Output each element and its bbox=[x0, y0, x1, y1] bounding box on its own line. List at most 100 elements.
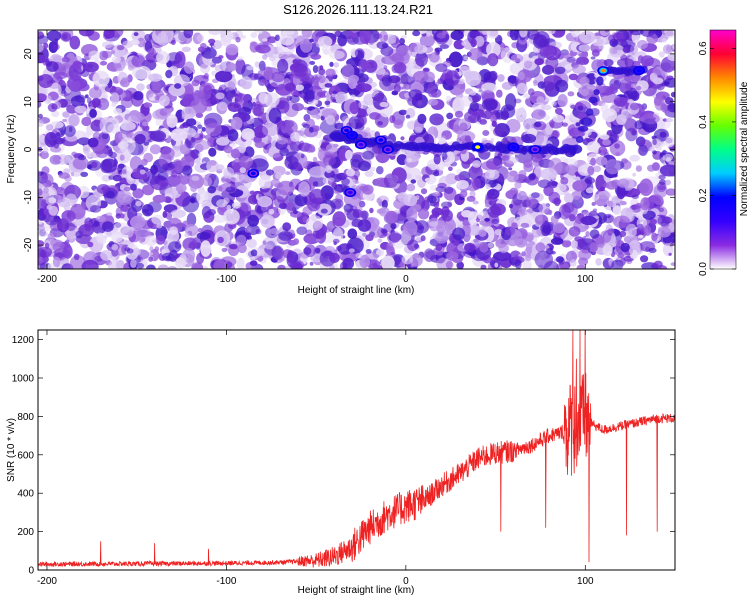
spectrogram-cell bbox=[70, 171, 75, 177]
spectrogram-cell bbox=[444, 70, 460, 87]
spectrogram-cell bbox=[257, 196, 273, 208]
spectrogram-cell bbox=[38, 74, 54, 88]
spectrogram-cell bbox=[308, 166, 327, 178]
spectrogram-cell bbox=[197, 129, 202, 134]
spectrogram-cell bbox=[106, 190, 115, 199]
spectrogram-cell bbox=[463, 55, 469, 61]
spectrogram-cell bbox=[665, 188, 675, 196]
spectrogram-cell bbox=[585, 187, 594, 194]
spectrogram-cell bbox=[466, 195, 476, 202]
spectrogram-cell bbox=[119, 137, 136, 155]
spectrogram-cell bbox=[665, 136, 675, 148]
spectrogram-cell bbox=[182, 121, 190, 128]
spectrogram-cell bbox=[155, 118, 164, 126]
spectrogram-cell bbox=[381, 199, 388, 209]
spectrogram-cell bbox=[643, 224, 652, 236]
spectrogram-cell bbox=[46, 95, 52, 104]
spectrogram-cell bbox=[276, 137, 289, 145]
spectrogram-cell bbox=[465, 71, 482, 87]
spectrogram-cell bbox=[174, 83, 182, 89]
spectrogram-cell bbox=[309, 261, 314, 266]
spectrogram-cell bbox=[663, 81, 670, 86]
spectrogram-cell bbox=[402, 83, 410, 91]
spectrogram-cell bbox=[120, 205, 129, 212]
ridge-cell bbox=[570, 144, 583, 154]
spectrogram-cell bbox=[433, 201, 440, 208]
spectrogram-cell bbox=[136, 83, 145, 91]
spectrogram-cell bbox=[195, 112, 204, 118]
spectrogram-cell bbox=[485, 158, 503, 170]
spectrogram-cell bbox=[543, 54, 548, 59]
spectrogram-cell bbox=[383, 65, 388, 70]
spectrogram-cell bbox=[87, 137, 99, 148]
spectrogram-cell bbox=[521, 251, 526, 257]
snr-x-label: Height of straight line (km) bbox=[298, 585, 415, 596]
spectrogram-cell bbox=[38, 187, 55, 200]
spectrogram-cell bbox=[373, 254, 380, 258]
spectrogram-cell bbox=[166, 109, 173, 114]
spectrogram-cell bbox=[217, 236, 224, 244]
spectrogram-cell bbox=[39, 150, 49, 160]
spectrogram-cell bbox=[78, 30, 95, 37]
spectrogram-cell bbox=[81, 116, 92, 127]
spectrogram-cell bbox=[350, 154, 364, 168]
spectrogram-cell bbox=[641, 113, 660, 124]
spectrogram-cell bbox=[60, 31, 72, 42]
spectrogram-cell bbox=[605, 180, 618, 190]
spectrogram-cell bbox=[482, 130, 490, 136]
y-tick-label: 400 bbox=[17, 489, 34, 500]
spectrogram-cell bbox=[230, 148, 241, 159]
spectrogram-cell bbox=[595, 258, 602, 266]
spectrogram-cell bbox=[38, 240, 45, 248]
spectrogram-cell bbox=[640, 255, 649, 263]
spectrogram-cell bbox=[460, 190, 468, 198]
spectrogram-cell bbox=[309, 60, 316, 65]
x-tick-label: 0 bbox=[403, 576, 409, 587]
spectrogram-cell bbox=[665, 97, 674, 105]
spectrogram-cell bbox=[535, 242, 546, 253]
spectrogram-cell bbox=[71, 151, 78, 157]
spectrogram-cell bbox=[235, 56, 244, 61]
spectrogram-cell bbox=[103, 30, 115, 39]
spectrogram-cell bbox=[254, 61, 261, 68]
spectrogram-cell bbox=[585, 231, 590, 237]
colorbar-tick-label: 0.4 bbox=[698, 115, 709, 129]
spectrogram-cell bbox=[89, 108, 97, 118]
spectrogram-cell bbox=[209, 96, 217, 103]
spectrogram-cell bbox=[120, 96, 134, 109]
spectrogram-cell bbox=[520, 222, 530, 229]
spectrogram-cell bbox=[154, 246, 160, 252]
colorbar-tick-label: 0.0 bbox=[698, 262, 709, 276]
spectrogram-cell bbox=[484, 203, 491, 208]
spectrogram-cell bbox=[111, 244, 118, 251]
spectrogram-cell bbox=[137, 37, 146, 48]
spectrogram-cell bbox=[208, 38, 216, 44]
spectrogram-cell bbox=[595, 156, 608, 166]
spectrogram-cell bbox=[279, 35, 295, 46]
spectrogram-cell bbox=[433, 153, 441, 165]
spectrogram-cell bbox=[125, 130, 134, 139]
spectrogram-cell bbox=[551, 101, 557, 106]
spectrogram-cell bbox=[550, 215, 559, 224]
spectrogram-cell bbox=[461, 41, 467, 46]
spectrogram-cell bbox=[213, 259, 227, 269]
spectrogram-cell bbox=[62, 111, 70, 118]
spectrogram-cell bbox=[406, 206, 418, 223]
spectrogram-cell bbox=[86, 97, 92, 104]
spectrogram-cell bbox=[561, 239, 572, 248]
spectrogram-cell bbox=[398, 109, 408, 116]
spectrogram-cell bbox=[254, 30, 259, 34]
spectrogram-cell bbox=[501, 155, 510, 161]
spectrogram-cell bbox=[151, 80, 161, 91]
spectrogram-cell bbox=[48, 56, 53, 62]
spectrogram-cell bbox=[332, 227, 344, 243]
spectrogram-cell bbox=[262, 123, 279, 137]
spectrogram-cell bbox=[532, 109, 547, 120]
spectrogram-cell bbox=[493, 126, 504, 137]
spectrogram-cell bbox=[119, 213, 125, 219]
spectrogram-cell bbox=[613, 215, 631, 229]
spectrogram-cell bbox=[102, 221, 114, 232]
spectrogram-cell bbox=[474, 35, 485, 47]
spectrogram-cell bbox=[478, 69, 492, 82]
spectrogram-cell bbox=[106, 212, 113, 216]
